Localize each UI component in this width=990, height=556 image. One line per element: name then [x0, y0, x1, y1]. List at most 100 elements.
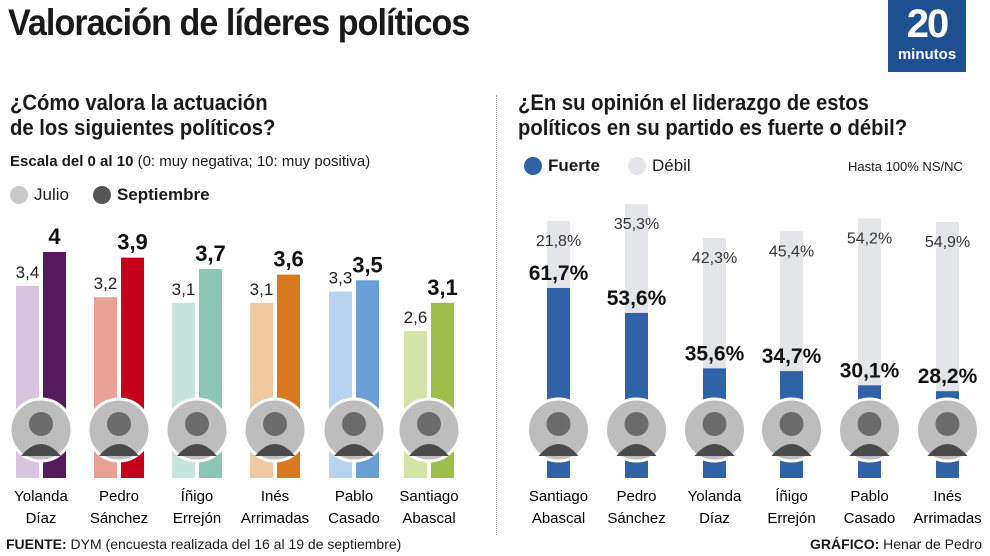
label-fuerte: 28,2% [918, 365, 978, 388]
inés-arrimadas-photo-head [263, 412, 287, 436]
pablo-casado-r-photo-head [857, 412, 882, 436]
legend-julio: Julio [34, 185, 69, 204]
bar-debil-pedro-sánchez [625, 204, 648, 313]
category-label: Pablo [850, 488, 888, 505]
label-septiembre: 4 [48, 224, 61, 249]
label-debil: 45,4% [769, 243, 814, 260]
label-fuerte: 34,7% [762, 345, 822, 368]
label-fuerte: 35,6% [685, 342, 745, 365]
yolanda-díaz-photo-body [21, 444, 61, 456]
label-septiembre: 3,6 [273, 247, 304, 272]
category-label: Arrimadas [913, 510, 981, 527]
label-julio: 3,1 [250, 280, 274, 299]
yolanda-díaz-r-photo-head [702, 412, 727, 436]
pedro-sánchez-photo-body [99, 444, 139, 456]
legend-debil: Débil [651, 156, 691, 175]
pedro-sánchez-photo-head [107, 412, 131, 436]
bar-debil-inés-arrimadas [936, 222, 959, 392]
right-question: ¿En su opinión el liderazgo de estos pol… [518, 90, 907, 140]
left-question-line: de los siguientes políticos? [10, 115, 276, 140]
santiago-abascal-r-photo-head [546, 412, 571, 436]
category-label: Abascal [532, 510, 585, 527]
category-label: Arrimadas [241, 510, 309, 527]
legend-dot-debil [627, 157, 646, 175]
íñigo-errejón-photo-body [177, 444, 217, 456]
left-question-line: ¿Cómo valora la actuación [10, 90, 268, 115]
category-label: Sánchez [607, 510, 665, 527]
divider [496, 95, 497, 535]
inés-arrimadas-r-photo-head [935, 412, 960, 436]
right-question-line: políticos en su partido es fuerte o débi… [518, 115, 908, 140]
category-label: Inés [261, 488, 289, 505]
category-label: Díaz [26, 510, 57, 527]
label-fuerte: 30,1% [840, 359, 900, 382]
label-septiembre: 3,5 [352, 252, 383, 277]
scale-note: Escala del 0 al 10 (0: muy negativa; 10:… [10, 153, 370, 170]
inés-arrimadas-photo-body [255, 444, 295, 456]
inés-arrimadas-r-photo-body [927, 444, 968, 456]
page-title: Valoración de líderes políticos [8, 2, 470, 43]
bar-debil-pablo-casado [858, 218, 881, 386]
source: FUENTE: DYM (encuesta realizada del 16 a… [6, 536, 401, 552]
category-label: Santiago [529, 488, 588, 505]
label-debil: 54,2% [847, 230, 892, 247]
category-label: Sánchez [90, 510, 148, 527]
label-julio: 3,2 [94, 274, 118, 293]
yolanda-díaz-r-photo-body [694, 444, 735, 456]
label-debil: 54,9% [925, 234, 970, 251]
category-label: Inés [933, 488, 961, 505]
label-septiembre: 3,1 [427, 275, 458, 300]
label-fuerte: 53,6% [607, 287, 667, 310]
category-label: Yolanda [688, 488, 742, 505]
credit-label: GRÁFICO: [810, 536, 880, 552]
pablo-casado-photo-body [334, 444, 374, 456]
category-label: Íñigo [181, 488, 214, 505]
íñigo-errejón-r-photo-body [771, 444, 812, 456]
yolanda-díaz-photo-head [29, 412, 53, 436]
legend-dot-septiembre [92, 186, 111, 204]
íñigo-errejón-photo-head [185, 412, 209, 436]
label-julio: 3,4 [16, 263, 40, 282]
source-label: FUENTE: [6, 536, 67, 552]
category-label: Errejón [767, 510, 815, 527]
nsnc-note: Hasta 100% NS/NC [848, 159, 963, 174]
category-label: Abascal [402, 510, 455, 527]
logo-number: 20 [906, 2, 950, 46]
logo-20minutos: 20 minutos [888, 0, 966, 72]
pablo-casado-r-photo-body [849, 444, 890, 456]
label-septiembre: 3,9 [117, 230, 148, 255]
santiago-abascal-r-photo-body [538, 444, 579, 456]
label-debil: 21,8% [536, 233, 581, 250]
label-julio: 2,6 [404, 308, 428, 327]
credit-text: Henar de Pedro [879, 536, 982, 552]
category-label: Pablo [335, 488, 373, 505]
category-label: Casado [328, 510, 380, 527]
label-fuerte: 61,7% [529, 262, 589, 285]
right-question-line: ¿En su opinión el liderazgo de estos [518, 90, 869, 115]
santiago-abascal-photo-head [417, 412, 441, 436]
category-label: Errejón [173, 510, 221, 527]
santiago-abascal-photo-body [409, 444, 449, 456]
left-question: ¿Cómo valora la actuación de los siguien… [10, 90, 275, 140]
label-debil: 35,3% [614, 216, 659, 233]
bar-debil-yolanda-díaz [703, 238, 726, 369]
category-label: Íñigo [775, 488, 808, 505]
source-text: DYM (encuesta realizada del 16 al 19 de … [66, 536, 402, 552]
bar-debil-santiago-abascal [547, 220, 570, 288]
label-debil: 42,3% [692, 250, 737, 267]
label-julio: 3,3 [329, 269, 353, 288]
pedro-sánchez-r-photo-body [616, 444, 657, 456]
pedro-sánchez-r-photo-head [624, 412, 649, 436]
category-label: Díaz [699, 510, 730, 527]
scale-bold: Escala del 0 al 10 [10, 153, 134, 170]
legend-septiembre: Septiembre [116, 185, 210, 204]
category-label: Yolanda [14, 488, 68, 505]
credit: GRÁFICO: Henar de Pedro [810, 536, 982, 552]
right-legend: Fuerte Débil [524, 156, 691, 176]
category-label: Santiago [399, 488, 458, 505]
left-legend: Julio Septiembre [10, 185, 210, 205]
logo-word: minutos [897, 46, 957, 63]
íñigo-errejón-r-photo-head [779, 412, 804, 436]
